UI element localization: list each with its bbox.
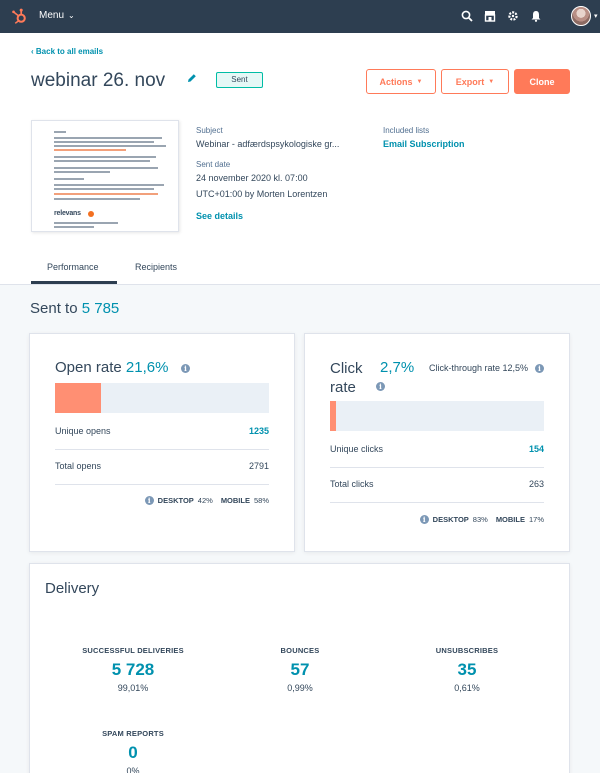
top-navigation-bar: Menu ⌄ ▾ bbox=[0, 0, 600, 33]
search-icon[interactable] bbox=[461, 10, 473, 22]
chevron-down-icon: ⌄ bbox=[68, 11, 75, 20]
sent-to-count[interactable]: 5 785 bbox=[81, 300, 120, 317]
sent-date-label: Sent date bbox=[196, 160, 231, 169]
status-badge: Sent bbox=[216, 72, 263, 88]
spam-reports-stat: SPAM REPORTS 0 0% bbox=[53, 729, 213, 773]
actions-dropdown-button[interactable]: Actions ▼ bbox=[366, 69, 436, 94]
sent-date-value: 24 november 2020 kl. 07:00 bbox=[196, 173, 308, 183]
clone-button[interactable]: Clone bbox=[514, 69, 570, 94]
click-rate-bar-fill bbox=[330, 401, 336, 431]
unique-opens-label: Unique opens bbox=[55, 426, 111, 436]
total-clicks-label: Total clicks bbox=[330, 479, 374, 489]
back-to-all-emails-link[interactable]: ‹ Back to all emails bbox=[31, 47, 104, 56]
caret-down-icon: ▼ bbox=[416, 78, 423, 85]
open-rate-bar bbox=[55, 383, 269, 413]
info-icon[interactable]: i bbox=[535, 364, 544, 373]
open-rate-value: 21,6% bbox=[125, 359, 169, 376]
tab-performance[interactable]: Performance bbox=[47, 262, 99, 272]
thumbnail-logo: relevans bbox=[54, 210, 81, 217]
unsubscribes-value[interactable]: 35 bbox=[457, 660, 477, 679]
subject-value: Webinar - adfærdspsykologiske gr... bbox=[196, 139, 340, 149]
chevron-down-icon[interactable]: ▾ bbox=[594, 13, 598, 20]
email-subscription-list-link[interactable]: Email Subscription bbox=[383, 139, 465, 149]
gear-icon[interactable] bbox=[507, 10, 519, 22]
marketplace-icon[interactable] bbox=[484, 10, 496, 22]
divider bbox=[330, 502, 544, 503]
notifications-bell-icon[interactable] bbox=[530, 10, 542, 22]
total-opens-label: Total opens bbox=[55, 461, 102, 471]
email-title: webinar 26. nov bbox=[31, 70, 166, 91]
tab-bar: Performance Recipients bbox=[0, 250, 600, 285]
included-lists-label: Included lists bbox=[383, 126, 430, 135]
click-through-rate-label: Click-through rate 12,5% bbox=[429, 363, 529, 373]
info-icon[interactable]: i bbox=[181, 364, 190, 373]
total-clicks-value: 263 bbox=[528, 479, 544, 489]
bounces-value[interactable]: 57 bbox=[290, 660, 310, 679]
spam-reports-value[interactable]: 0 bbox=[128, 743, 138, 762]
total-opens-value: 2791 bbox=[248, 461, 269, 471]
click-rate-value: 2,7% bbox=[380, 359, 415, 376]
hubspot-logo-icon[interactable] bbox=[11, 8, 28, 25]
see-details-link[interactable]: See details bbox=[196, 211, 244, 221]
unsubscribes-stat: UNSUBSCRIBES 35 0,61% bbox=[387, 646, 547, 693]
edit-pencil-icon[interactable] bbox=[187, 73, 197, 83]
open-rate-heading: Open rate 21,6% bbox=[55, 359, 169, 376]
export-dropdown-button[interactable]: Export ▼ bbox=[441, 69, 509, 94]
sent-by-value: UTC+01:00 by Morten Lorentzen bbox=[196, 189, 328, 199]
subject-label: Subject bbox=[196, 126, 223, 135]
logo-dot-icon bbox=[88, 211, 94, 217]
click-rate-heading: Click rate bbox=[330, 360, 363, 396]
open-device-breakdown: i DESKTOP 42% MOBILE 58% bbox=[144, 496, 269, 505]
click-rate-bar bbox=[330, 401, 544, 431]
bounces-stat: BOUNCES 57 0,99% bbox=[220, 646, 380, 693]
active-tab-indicator bbox=[31, 281, 117, 284]
unique-clicks-value[interactable]: 154 bbox=[528, 444, 544, 454]
info-icon[interactable]: i bbox=[419, 515, 429, 524]
successful-deliveries-value[interactable]: 5 728 bbox=[111, 660, 155, 679]
successful-deliveries-stat: SUCCESSFUL DELIVERIES 5 728 99,01% bbox=[53, 646, 213, 693]
sent-to-label: Sent to bbox=[30, 300, 78, 317]
click-device-breakdown: i DESKTOP 83% MOBILE 17% bbox=[419, 515, 544, 524]
divider bbox=[55, 449, 269, 450]
delivery-card: Delivery SUCCESSFUL DELIVERIES 5 728 99,… bbox=[29, 563, 570, 773]
unique-clicks-label: Unique clicks bbox=[330, 444, 384, 454]
email-preview-thumbnail[interactable]: relevans bbox=[31, 120, 179, 232]
user-avatar[interactable] bbox=[571, 6, 591, 26]
tab-recipients[interactable]: Recipients bbox=[135, 262, 178, 272]
chevron-left-icon: ‹ bbox=[31, 47, 34, 56]
menu-dropdown[interactable]: Menu ⌄ bbox=[39, 10, 75, 21]
unique-opens-value[interactable]: 1235 bbox=[248, 426, 269, 436]
open-rate-bar-fill bbox=[55, 383, 102, 413]
info-icon[interactable]: i bbox=[144, 496, 154, 505]
divider bbox=[55, 484, 269, 485]
delivery-title: Delivery bbox=[45, 580, 100, 597]
menu-label: Menu bbox=[39, 10, 65, 21]
sent-to-summary: Sent to 5 785 bbox=[30, 300, 119, 317]
divider bbox=[330, 467, 544, 468]
info-icon[interactable]: i bbox=[376, 382, 385, 391]
open-rate-card: Open rate 21,6% i Unique opens 1235 Tota… bbox=[29, 333, 295, 552]
caret-down-icon: ▼ bbox=[488, 78, 495, 85]
click-rate-card: Click rate 2,7% i Click-through rate 12,… bbox=[304, 333, 570, 552]
